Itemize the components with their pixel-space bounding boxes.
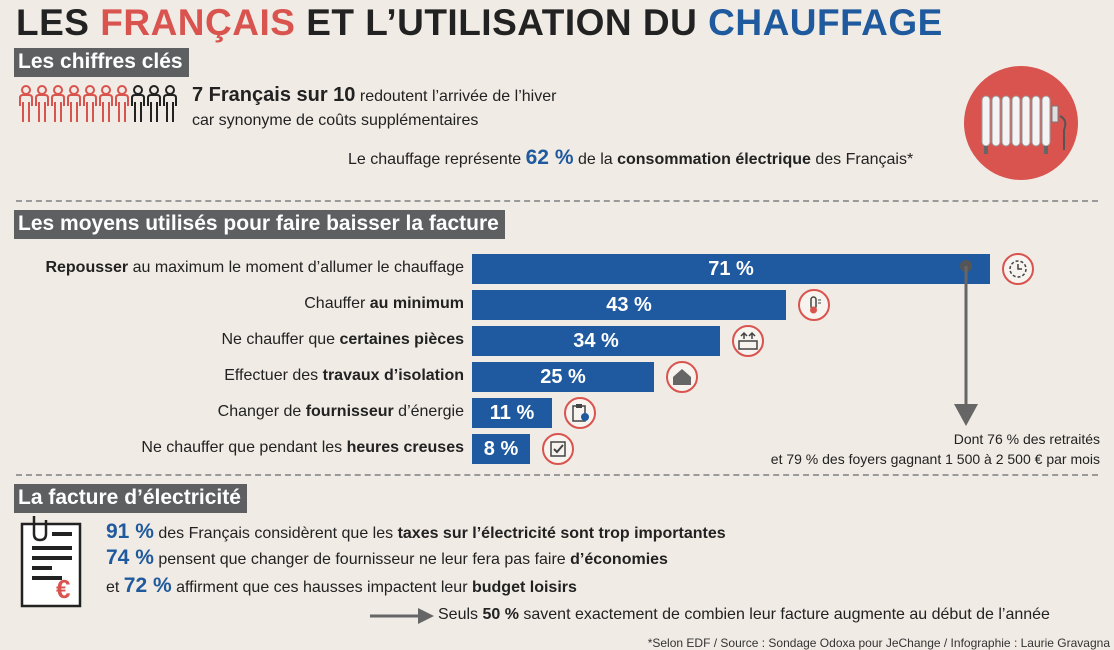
section-header-means: Les moyens utilisés pour faire baisser l… xyxy=(14,210,505,239)
bar-label: Changer de fournisseur d’énergie xyxy=(217,403,464,420)
checkbox-icon xyxy=(542,433,574,465)
footer-credit: *Selon EDF / Source : Sondage Odoxa pour… xyxy=(647,636,1110,650)
section-header-bill: La facture d’électricité xyxy=(14,484,247,513)
bar: 71 % xyxy=(472,254,990,284)
clipboard-icon xyxy=(564,397,596,429)
down-arrow-icon xyxy=(952,258,980,435)
invoice-icon: € xyxy=(18,514,84,615)
heater-icon xyxy=(732,325,764,357)
stat-seven-in-ten-line2: car synonyme de coûts supplémentaires xyxy=(192,112,479,129)
divider xyxy=(16,200,1098,202)
thermometer-icon xyxy=(798,289,830,321)
people-icons xyxy=(16,84,184,131)
fact-taxes: 91 % des Français considèrent que les ta… xyxy=(106,520,726,543)
stat-heating-share: Le chauffage représente 62 % de la conso… xyxy=(348,146,914,169)
section-header-key-figures: Les chiffres clés xyxy=(14,48,189,77)
bar: 11 % xyxy=(472,398,552,428)
bar-label: Ne chauffer que pendant les heures creus… xyxy=(141,439,464,456)
bar: 34 % xyxy=(472,326,720,356)
bar: 8 % xyxy=(472,434,530,464)
chart-note: Dont 76 % des retraités et 79 % des foye… xyxy=(770,431,1100,467)
svg-text:€: € xyxy=(56,574,70,604)
bar-label: Repousser au maximum le moment d’allumer… xyxy=(45,259,464,276)
page-title: LES FRANÇAIS ET L’UTILISATION DU CHAUFFA… xyxy=(16,2,943,43)
bar-label: Effectuer des travaux d’isolation xyxy=(224,367,464,384)
bar-label: Ne chauffer que certaines pièces xyxy=(221,331,464,348)
stat-seven-in-ten: 7 Français sur 10 redoutent l’arrivée de… xyxy=(192,84,557,106)
bar-label: Chauffer au minimum xyxy=(304,295,464,312)
radiator-icon xyxy=(964,66,1078,180)
fact-final: Seuls 50 % savent exactement de combien … xyxy=(438,606,1050,623)
right-arrow-icon xyxy=(370,606,436,631)
fact-supplier: 74 % pensent que changer de fournisseur … xyxy=(106,546,668,569)
bar: 43 % xyxy=(472,290,786,320)
divider xyxy=(16,474,1098,476)
fact-budget: et 72 % affirment que ces hausses impact… xyxy=(106,574,577,597)
house-icon xyxy=(666,361,698,393)
clock-icon xyxy=(1002,253,1034,285)
bar: 25 % xyxy=(472,362,654,392)
